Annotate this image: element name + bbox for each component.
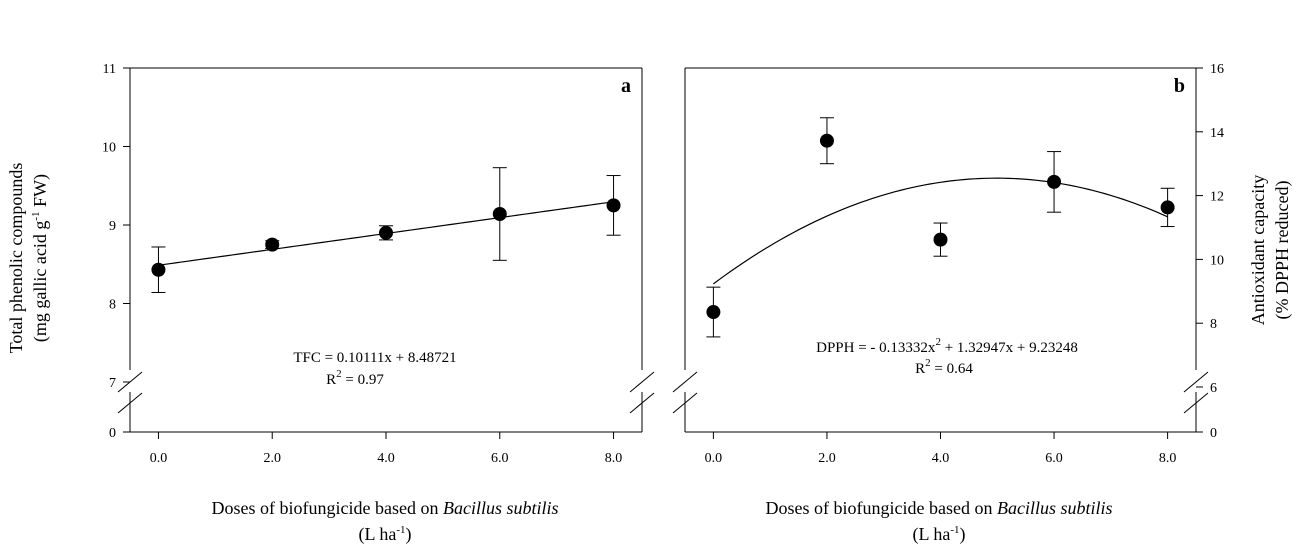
x-tick-label: 8.0 xyxy=(1159,451,1177,466)
panel-b-x-axis-units: (L ha-1) xyxy=(913,524,966,545)
svg-text:(% DPPH reduced): (% DPPH reduced) xyxy=(1272,181,1293,320)
panel-a-y-ticks: 0 7 8 9 10 11 xyxy=(102,62,130,441)
x-tick-label: 0.0 xyxy=(150,451,168,466)
data-point xyxy=(1047,174,1062,189)
panel-a-letter: a xyxy=(621,75,631,97)
panel-b-equation: DPPH = - 0.13332x2 + 1.32947x + 9.23248 xyxy=(816,336,1078,356)
panel-a-chart: 0 7 8 9 10 11 0.0 2.0 4.0 6.0 8.0 a TFC = 0.10111… xyxy=(6,62,655,545)
panel-b-left-break-mark-1 xyxy=(672,371,698,393)
x-tick-label: 4.0 xyxy=(932,451,950,466)
x-tick-label: 0.0 xyxy=(705,451,723,466)
y-tick-label: 16 xyxy=(1210,62,1224,77)
panel-b-letter: b xyxy=(1174,75,1185,97)
data-point xyxy=(606,198,621,213)
data-point xyxy=(151,262,166,277)
y-tick-label: 7 xyxy=(109,376,116,391)
y-tick-label: 12 xyxy=(1210,190,1224,205)
panel-a-right-break-mark-1 xyxy=(629,371,655,393)
panel-b-y-axis-label: Antioxidant capacity (% DPPH reduced) xyxy=(1248,175,1293,325)
panel-b-y-break-mark-1 xyxy=(1183,371,1209,393)
panel-b-error-bars xyxy=(706,117,1175,338)
panel-b-left-break-mark-2 xyxy=(672,392,698,414)
data-point xyxy=(933,232,948,247)
y-tick-label: 0 xyxy=(109,426,116,441)
y-tick-label: 10 xyxy=(102,141,116,156)
data-point xyxy=(379,225,393,240)
y-tick-label: 8 xyxy=(109,298,116,313)
panel-b-chart: 0 6 8 10 12 14 16 0.0 2.0 4.0 6.0 8.0 b DPPH = - 0… xyxy=(672,62,1293,545)
x-tick-label: 6.0 xyxy=(1045,451,1063,466)
y-tick-label: 10 xyxy=(1210,253,1224,268)
x-tick-label: 2.0 xyxy=(263,451,281,466)
panel-a-x-axis-label: Doses of biofungicide based on Bacillus … xyxy=(212,498,559,518)
svg-text:Antioxidant capacity: Antioxidant capacity xyxy=(1248,175,1268,325)
data-point xyxy=(819,133,834,148)
y-tick-label: 6 xyxy=(1210,381,1217,396)
data-point xyxy=(706,305,721,320)
svg-text:Total phenolic compounds: Total phenolic compounds xyxy=(6,163,26,354)
panel-b-x-axis-label: Doses of biofungicide based on Bacillus … xyxy=(766,498,1113,518)
y-tick-label: 8 xyxy=(1210,317,1217,332)
svg-text:(mg gallic acid g-1 FW): (mg gallic acid g-1 FW) xyxy=(30,174,51,342)
data-point xyxy=(265,237,280,252)
panel-a-y-axis-label: Total phenolic compounds (mg gallic acid… xyxy=(6,163,51,354)
fit-line xyxy=(713,177,1168,285)
panel-b-fit-curve xyxy=(713,177,1168,285)
panel-b-y-ticks: 0 6 8 10 12 14 16 xyxy=(1196,62,1224,441)
panel-b-data-points xyxy=(706,133,1175,320)
panel-b-r2: R2 = 0.64 xyxy=(915,357,973,377)
y-tick-label: 0 xyxy=(1210,426,1217,441)
panel-b-y-break-mark-2 xyxy=(1183,392,1209,414)
data-point xyxy=(1160,200,1175,215)
panel-a-x-axis-units: (L ha-1) xyxy=(359,524,412,545)
y-tick-label: 14 xyxy=(1210,126,1224,141)
x-tick-label: 6.0 xyxy=(491,451,509,466)
panel-a-right-break-mark-2 xyxy=(629,392,655,414)
panel-a-r2: R2 = 0.97 xyxy=(326,368,384,388)
data-point xyxy=(492,207,507,222)
x-tick-label: 8.0 xyxy=(605,451,623,466)
panel-a-data-points xyxy=(151,198,621,277)
x-tick-label: 4.0 xyxy=(377,451,395,466)
y-tick-label: 9 xyxy=(109,219,116,234)
panel-a-equation: TFC = 0.10111x + 8.48721 xyxy=(293,350,456,366)
x-tick-label: 2.0 xyxy=(818,451,836,466)
panel-a-y-break-mark-2 xyxy=(117,392,143,414)
panel-b-x-ticks: 0.0 2.0 4.0 6.0 8.0 xyxy=(705,432,1177,466)
y-tick-label: 11 xyxy=(103,62,116,77)
panel-a-x-ticks: 0.0 2.0 4.0 6.0 8.0 xyxy=(150,432,623,466)
